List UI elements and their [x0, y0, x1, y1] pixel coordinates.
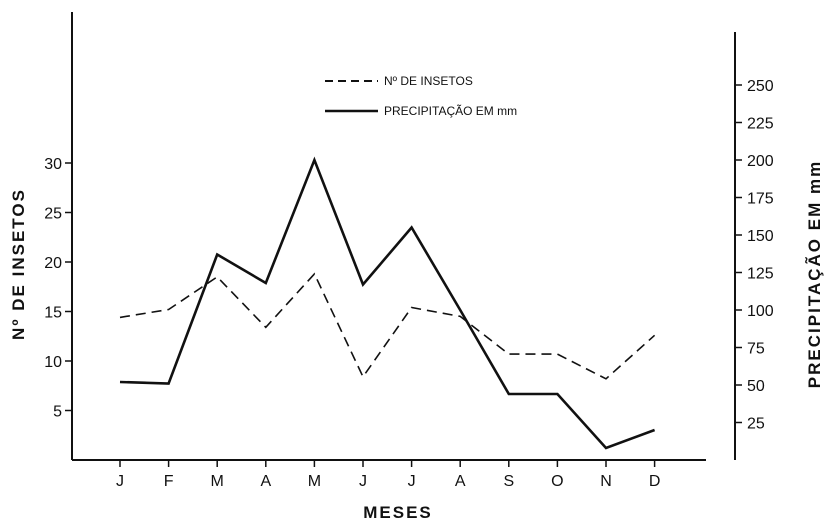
left-tick-label: 15: [44, 305, 62, 322]
left-tick-label: 25: [44, 206, 62, 223]
x-tick-label: S: [503, 473, 514, 490]
right-tick-label: 225: [747, 116, 774, 133]
right-tick-label: 75: [747, 341, 765, 358]
x-tick-label: J: [408, 473, 416, 490]
right-tick-label: 250: [747, 78, 774, 95]
right-ticks: 25 50 75 100 125 150 175 200 225 250: [735, 78, 774, 433]
legend-label-insects: Nº DE INSETOS: [384, 74, 473, 88]
x-axis-title: MESES: [363, 503, 433, 522]
series-layer: [119, 156, 656, 450]
x-tick-label: M: [211, 473, 224, 490]
x-tick-label: N: [600, 473, 612, 490]
x-tick-label: J: [359, 473, 367, 490]
right-tick-label: 150: [747, 228, 774, 245]
left-tick-label: 5: [53, 404, 62, 421]
x-tick-label: F: [164, 473, 174, 490]
left-tick-label: 30: [44, 156, 62, 173]
left-tick-label: 10: [44, 354, 62, 371]
right-tick-label: 200: [747, 153, 774, 170]
x-tick-label: J: [116, 473, 124, 490]
legend: Nº DE INSETOS PRECIPITAÇÃO EM mm: [325, 74, 517, 118]
right-tick-label: 125: [747, 266, 774, 283]
x-tick-label: A: [260, 473, 271, 490]
right-tick-label: 25: [747, 416, 765, 433]
right-tick-label: 175: [747, 191, 774, 208]
left-ticks: 5 10 15 20 25 30: [44, 156, 72, 421]
x-tick-label: A: [455, 473, 466, 490]
insects-series-line: [119, 272, 656, 380]
right-tick-label: 50: [747, 378, 765, 395]
left-axis-title: Nº DE INSETOS: [9, 188, 28, 340]
x-tick-label: D: [649, 473, 661, 490]
left-tick-label: 20: [44, 255, 62, 272]
x-tick-label: M: [308, 473, 321, 490]
right-axis-title: PRECIPITAÇÃO EM mm: [804, 160, 824, 388]
legend-label-precipitation: PRECIPITAÇÃO EM mm: [384, 104, 517, 118]
precipitation-series-line: [119, 156, 656, 450]
right-tick-label: 100: [747, 303, 774, 320]
x-tick-label: O: [551, 473, 563, 490]
